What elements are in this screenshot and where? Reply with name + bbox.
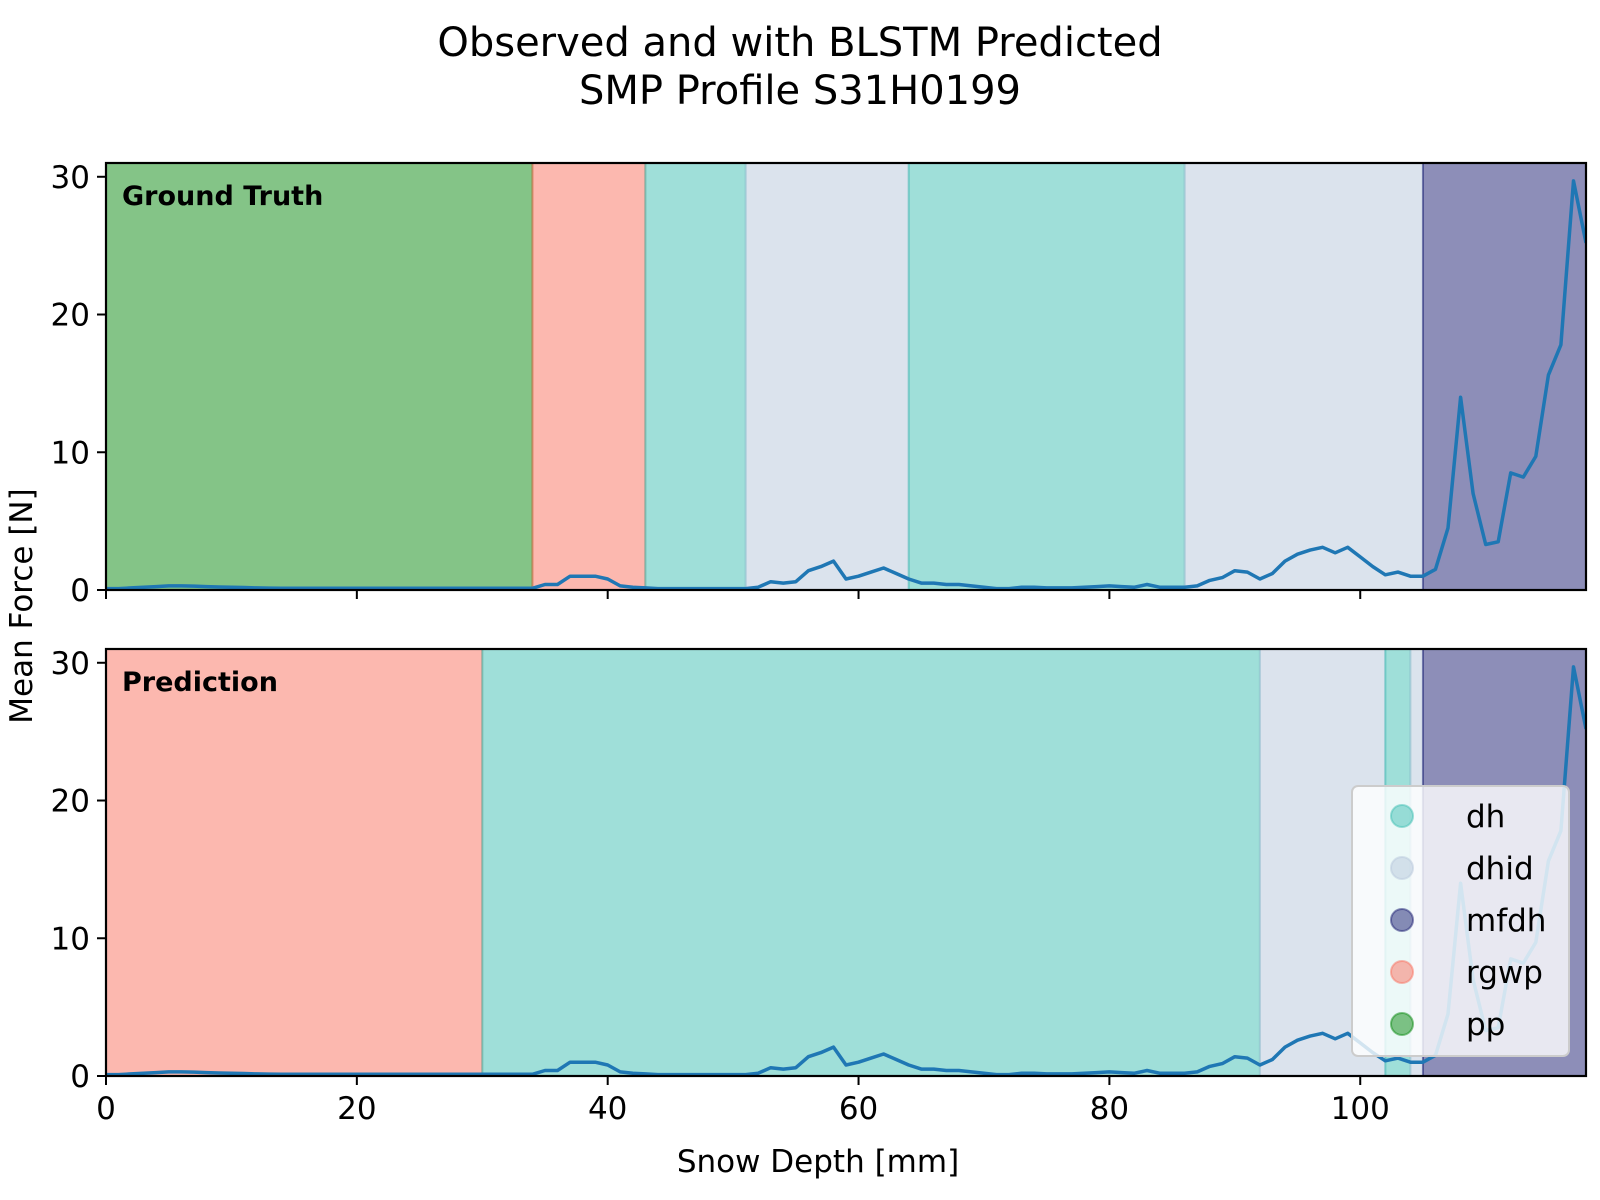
mean-force-line — [106, 665, 1586, 1076]
y-tick-label: 30 — [51, 646, 90, 682]
segment-rgwp — [531, 162, 647, 591]
y-tick-label: 0 — [70, 1059, 90, 1095]
segment-dh — [907, 162, 1186, 591]
x-tick-label: 60 — [839, 1091, 878, 1127]
x-tick-label: 0 — [96, 1091, 116, 1127]
legend-label-dh: dh — [1466, 799, 1505, 835]
mean-force-line — [106, 179, 1586, 590]
legend-marker-rgwp — [1390, 960, 1414, 984]
legend-marker-mfdh — [1390, 908, 1414, 932]
segment-dhid — [744, 162, 910, 591]
y-tick-label: 0 — [70, 573, 90, 609]
segment-dh — [644, 162, 747, 591]
panel-label: Ground Truth — [122, 181, 323, 212]
legend-label-dhid: dhid — [1466, 851, 1534, 887]
segment-pp — [105, 162, 534, 591]
axes-frame — [104, 647, 1588, 1078]
chart-title-line-2: SMP Profile S31H0199 — [579, 68, 1021, 114]
legend-label-rgwp: rgwp — [1466, 955, 1543, 991]
y-axis-label: Mean Force [N] — [4, 488, 40, 723]
x-tick-label: 100 — [1331, 1091, 1390, 1127]
x-axis-label: Snow Depth [mm] — [677, 1144, 959, 1180]
y-tick-label: 20 — [51, 298, 90, 334]
legend-label-mfdh: mfdh — [1466, 903, 1546, 939]
legend-box — [1351, 785, 1570, 1057]
segment-dhid — [1183, 162, 1424, 591]
y-tick-label: 30 — [51, 160, 90, 196]
x-tick-label: 80 — [1090, 1091, 1129, 1127]
segment-rgwp — [105, 648, 484, 1077]
panel-ground-truth: 0 10 20 30 Ground Truth — [51, 160, 1588, 609]
y-tick-label: 10 — [51, 435, 90, 471]
y-tick-label: 10 — [51, 921, 90, 957]
chart-title-line-1: Observed and with BLSTM Predicted — [437, 20, 1163, 66]
y-tick-label: 20 — [51, 784, 90, 820]
segment-dh — [481, 648, 1261, 1077]
x-tick-label: 40 — [588, 1091, 627, 1127]
legend-marker-dhid — [1390, 856, 1414, 880]
axes-frame — [104, 161, 1588, 592]
legend-marker-dh — [1390, 804, 1414, 828]
panel-label: Prediction — [122, 667, 278, 698]
legend-label-pp: pp — [1466, 1007, 1505, 1043]
x-tick-label: 20 — [337, 1091, 376, 1127]
legend-marker-pp — [1390, 1012, 1414, 1036]
legend: dh dhid mfdh rgwp pp — [1351, 785, 1570, 1057]
